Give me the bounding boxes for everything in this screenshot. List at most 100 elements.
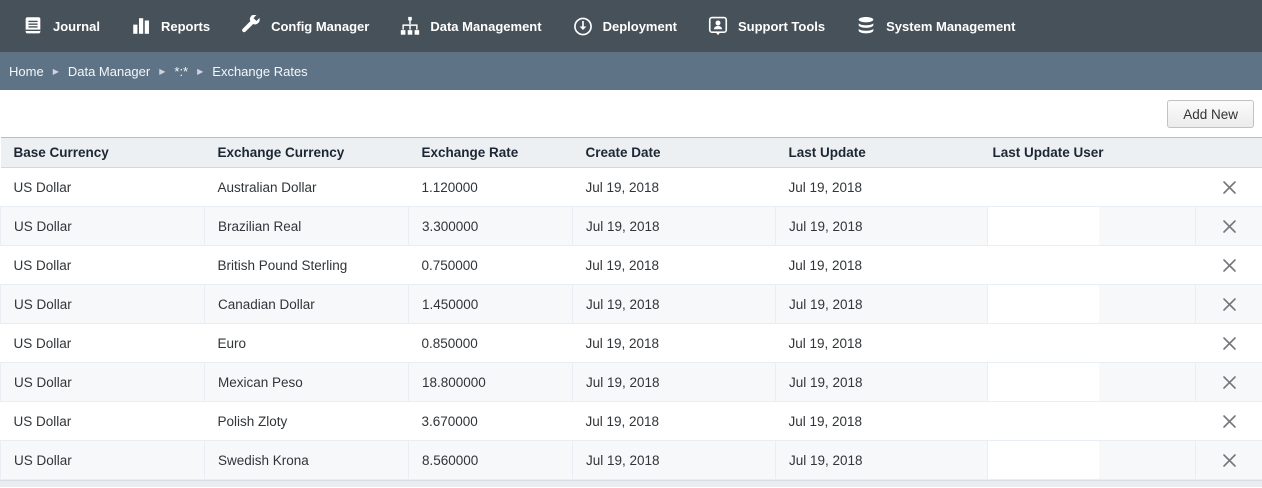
cell-exchange-currency: Euro [204,323,409,363]
cell-last-update: Jul 19, 2018 [775,284,988,324]
column-header-create-date: Create Date [572,137,776,168]
cell-last-update: Jul 19, 2018 [775,440,988,480]
cell-last-update-user [987,440,1196,480]
cell-exchange-rate: 18.800000 [408,362,573,402]
delete-row-button[interactable] [1216,331,1243,356]
cell-actions [1195,167,1262,207]
close-x-icon [1222,336,1236,350]
cell-last-update: Jul 19, 2018 [775,323,988,363]
nav-item-reports[interactable]: Reports [130,15,210,37]
wrench-icon [240,15,262,37]
delete-row-button[interactable] [1216,409,1243,434]
table-row: US Dollar Swedish Krona 8.560000 Jul 19,… [0,440,1262,480]
delete-row-button[interactable] [1216,175,1243,200]
cell-exchange-rate: 0.850000 [408,323,573,363]
reports-bar-chart-icon [130,15,152,37]
breadcrumb-home[interactable]: Home [9,63,44,79]
nav-item-system-management[interactable]: System Management [855,15,1015,37]
cell-base-currency: US Dollar [0,206,205,246]
cell-base-currency: US Dollar [0,362,205,402]
nav-item-support-tools[interactable]: Support Tools [707,15,825,37]
cell-last-update-user [987,323,1196,363]
table-row: US Dollar Euro 0.850000 Jul 19, 2018 Jul… [0,323,1262,363]
horizontal-scrollbar-track [0,480,1262,487]
cell-last-update-user [987,245,1196,285]
redacted-user-box [987,323,1099,363]
cell-exchange-currency: British Pound Sterling [204,245,409,285]
table-row: US Dollar Australian Dollar 1.120000 Jul… [0,167,1262,207]
nav-item-journal[interactable]: Journal [22,15,100,37]
breadcrumb-separator-icon: ▶ [52,66,59,76]
redacted-user-box [987,167,1099,207]
table-row: US Dollar British Pound Sterling 0.75000… [0,245,1262,285]
download-circle-icon [572,15,594,37]
delete-row-button[interactable] [1216,370,1243,395]
close-x-icon [1222,180,1236,194]
delete-row-button[interactable] [1216,214,1243,239]
table-row: US Dollar Polish Zloty 3.670000 Jul 19, … [0,401,1262,441]
delete-row-button[interactable] [1216,253,1243,278]
journal-book-icon [22,15,44,37]
top-nav: Journal Reports Config Manager Data Mana… [0,0,1262,52]
cell-create-date: Jul 19, 2018 [572,206,776,246]
nav-item-label: Deployment [602,18,677,34]
cell-last-update: Jul 19, 2018 [775,245,988,285]
close-x-icon [1222,258,1236,272]
nav-item-label: Reports [160,18,211,34]
table-row: US Dollar Brazilian Real 3.300000 Jul 19… [0,206,1262,246]
redacted-user-box [988,285,1099,323]
nav-item-label: Data Management [430,18,542,34]
database-icon [855,15,877,37]
cell-exchange-currency: Brazilian Real [204,206,409,246]
cell-last-update-user [987,167,1196,207]
cell-base-currency: US Dollar [0,167,205,207]
column-header-last-update-user: Last Update User [987,137,1196,168]
cell-actions [1195,284,1262,324]
exchange-rates-table: Base Currency Exchange Currency Exchange… [0,137,1262,480]
breadcrumb-separator-icon: ▶ [159,66,166,76]
breadcrumb-scope[interactable]: *:* [174,63,189,79]
nav-item-deployment[interactable]: Deployment [572,15,677,37]
cell-exchange-rate: 3.300000 [408,206,573,246]
cell-base-currency: US Dollar [0,323,205,363]
cell-actions [1195,323,1262,363]
column-header-base-currency: Base Currency [0,137,205,168]
close-x-icon [1222,219,1236,233]
cell-last-update-user [987,284,1196,324]
close-x-icon [1222,414,1236,428]
column-header-last-update: Last Update [775,137,988,168]
toolbar: Add New [0,90,1262,137]
nav-item-label: Support Tools [737,18,826,34]
cell-last-update: Jul 19, 2018 [775,362,988,402]
cell-last-update: Jul 19, 2018 [775,167,988,207]
nav-item-label: Config Manager [271,18,370,34]
breadcrumb-data-manager[interactable]: Data Manager [67,63,151,79]
close-x-icon [1222,375,1236,389]
cell-exchange-rate: 8.560000 [408,440,573,480]
delete-row-button[interactable] [1216,448,1243,473]
add-new-button[interactable]: Add New [1167,100,1254,128]
column-header-exchange-currency: Exchange Currency [204,137,409,168]
cell-exchange-currency: Polish Zloty [204,401,409,441]
table-header-row: Base Currency Exchange Currency Exchange… [0,137,1262,168]
redacted-user-box [988,207,1099,245]
nav-item-label: Journal [53,18,100,34]
nav-item-data-management[interactable]: Data Management [399,15,542,37]
delete-row-button[interactable] [1216,292,1243,317]
cell-create-date: Jul 19, 2018 [572,362,776,402]
redacted-user-box [988,363,1099,401]
cell-exchange-currency: Australian Dollar [204,167,409,207]
cell-base-currency: US Dollar [0,284,205,324]
close-x-icon [1222,297,1236,311]
cell-base-currency: US Dollar [0,245,205,285]
cell-exchange-currency: Swedish Krona [204,440,409,480]
cell-last-update-user [987,362,1196,402]
cell-exchange-currency: Canadian Dollar [204,284,409,324]
cell-create-date: Jul 19, 2018 [572,323,776,363]
nav-item-config-manager[interactable]: Config Manager [240,15,369,37]
cell-actions [1195,206,1262,246]
cell-last-update-user [987,206,1196,246]
nav-item-label: System Management [886,18,1016,34]
cell-create-date: Jul 19, 2018 [572,167,776,207]
cell-last-update: Jul 19, 2018 [775,401,988,441]
